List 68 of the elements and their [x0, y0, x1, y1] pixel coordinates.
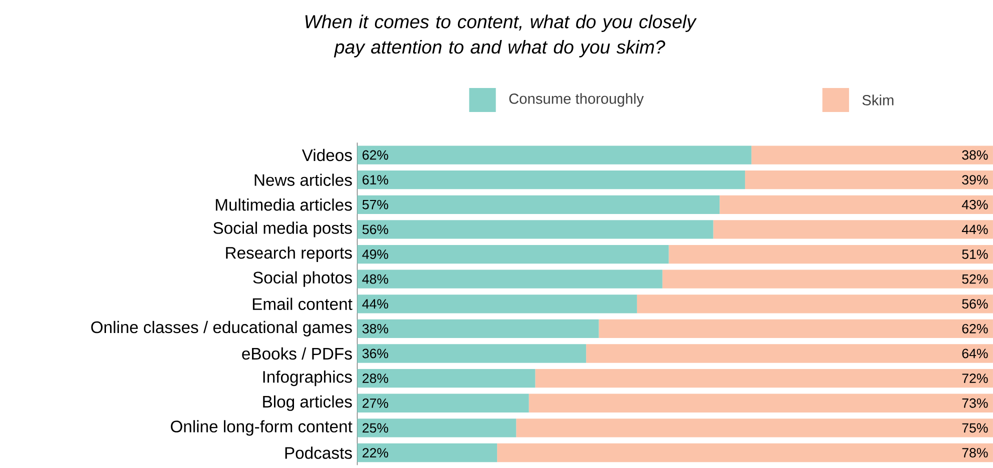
- data-label: 75%: [962, 423, 988, 433]
- bar: [720, 195, 993, 214]
- data-label: 78%: [962, 448, 988, 458]
- data-label: 43%: [962, 200, 988, 210]
- bar: [357, 319, 599, 338]
- y-tick-label: Email content: [252, 298, 352, 310]
- y-tick-label: Podcasts: [285, 446, 352, 459]
- bar: [357, 170, 746, 190]
- bar: [357, 369, 536, 388]
- data-label: 52%: [962, 274, 988, 284]
- y-tick-label: Online classes / educational games: [91, 321, 352, 337]
- data-label: 62%: [362, 150, 388, 160]
- y-tick-label: Social media posts: [213, 222, 352, 238]
- data-label: 36%: [362, 348, 388, 358]
- data-label: 56%: [362, 224, 388, 234]
- y-tick-label: Videos: [302, 148, 352, 162]
- data-label: 72%: [962, 374, 988, 384]
- data-label: 22%: [362, 448, 388, 458]
- y-tick-label: News articles: [254, 174, 352, 186]
- data-label: 64%: [962, 348, 988, 358]
- data-label: 39%: [962, 175, 988, 185]
- bar: [751, 146, 993, 164]
- y-tick-label: Online long-form content: [170, 420, 352, 436]
- bar: [668, 245, 993, 264]
- y-tick-label: Social photos: [253, 271, 352, 287]
- data-label: 27%: [362, 398, 388, 408]
- chart-title: When it comes to content, what do you closely pay attention to and what do you skim?: [305, 14, 697, 58]
- legend-label: Skim: [862, 94, 894, 106]
- bar: [636, 294, 993, 314]
- data-label: 44%: [362, 299, 388, 309]
- bar: [662, 270, 993, 288]
- data-label: 61%: [362, 175, 388, 185]
- bar: [357, 444, 498, 462]
- bar: [497, 444, 993, 462]
- bar: [357, 344, 586, 363]
- bar: [516, 418, 993, 438]
- bar: [598, 319, 993, 338]
- y-tick-label: eBooks / PDFs: [242, 347, 352, 360]
- data-label: 51%: [962, 250, 988, 260]
- bar: [528, 394, 993, 413]
- bar: [713, 220, 993, 239]
- bar: [357, 220, 714, 239]
- bar: [357, 394, 529, 413]
- y-tick-label: Multimedia articles: [216, 198, 352, 211]
- data-label: 38%: [362, 324, 388, 334]
- data-label: 28%: [362, 374, 388, 384]
- data-label: 73%: [962, 398, 988, 408]
- y-tick-label: Research reports: [226, 246, 352, 262]
- bar: [586, 344, 993, 363]
- data-label: 62%: [962, 324, 988, 334]
- y-tick-label: Blog articles: [263, 395, 352, 411]
- bar: [357, 418, 516, 438]
- y-tick-label: Infographics: [263, 370, 352, 386]
- data-label: 56%: [962, 299, 988, 309]
- data-label: 57%: [362, 200, 388, 210]
- bar: [357, 146, 752, 164]
- legend-label: Consume thoroughly: [509, 93, 644, 107]
- data-label: 25%: [362, 423, 388, 433]
- bar: [745, 170, 993, 190]
- bar: [535, 369, 993, 388]
- data-label: 38%: [962, 150, 988, 160]
- data-label: 44%: [962, 224, 988, 234]
- data-label: 48%: [362, 274, 388, 284]
- bar: [357, 294, 637, 314]
- bar: [357, 195, 720, 214]
- data-label: 49%: [362, 250, 388, 260]
- bar: [357, 245, 669, 264]
- bar: [357, 270, 662, 288]
